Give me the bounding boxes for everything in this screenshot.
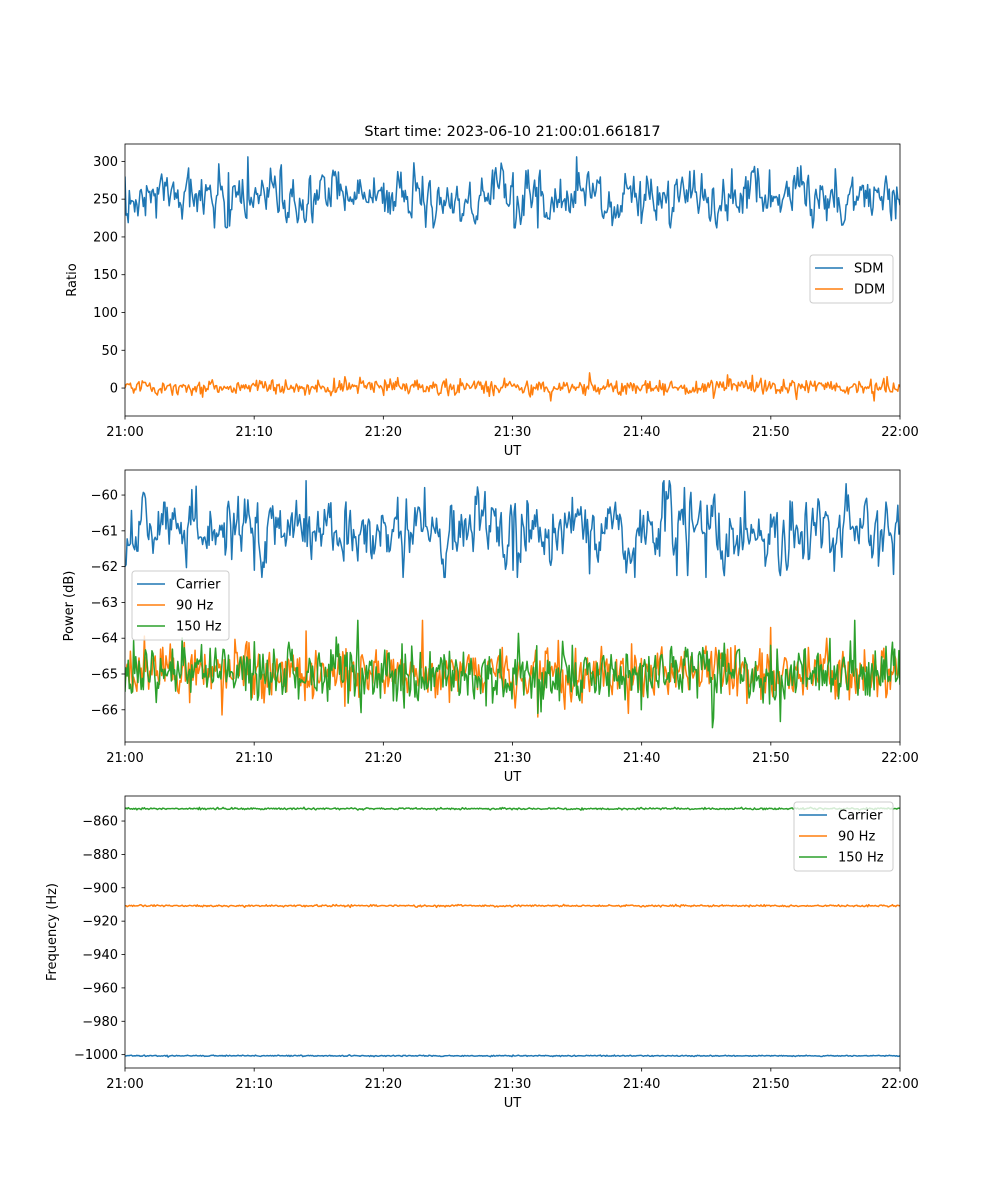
x-tick-label: 21:00 — [106, 751, 143, 766]
x-tick-label: 21:30 — [494, 425, 531, 440]
y-tick-label: −62 — [91, 560, 118, 575]
x-tick-label: 21:50 — [752, 425, 789, 440]
y-tick-label: −900 — [82, 881, 118, 896]
x-tick-label: 21:40 — [623, 751, 660, 766]
series-group — [125, 479, 900, 729]
y-tick-label: 150 — [93, 268, 118, 283]
y-tick-label: −980 — [82, 1015, 118, 1030]
series-line-ddm — [125, 372, 900, 402]
y-tick-label: −61 — [91, 524, 118, 539]
x-tick-label: 21:20 — [365, 751, 402, 766]
x-tick-label: 22:00 — [881, 1077, 918, 1092]
legend-box — [809, 254, 894, 304]
y-tick-label: −920 — [82, 915, 118, 930]
series-line-150-hz — [125, 806, 900, 811]
y-tick-label: −63 — [91, 596, 118, 611]
x-tick-label: 21:00 — [106, 1077, 143, 1092]
x-axis-label: UT — [504, 444, 522, 459]
legend: Carrier 90 Hz 150 Hz — [131, 570, 230, 641]
figure-title: Start time: 2023-06-10 21:00:01.661817 — [364, 124, 660, 140]
legend-entry: Carrier — [838, 809, 883, 824]
legend: Carrier 90 Hz 150 Hz — [793, 801, 894, 872]
y-tick-label: 250 — [93, 193, 118, 208]
y-tick-label: −64 — [91, 632, 118, 647]
chart-panel-3: 21:00 21:10 21:20 21:30 21:40 21:50 22:00 UT −10… — [45, 795, 919, 1111]
y-axis-label: Power (dB) — [62, 571, 77, 642]
x-tick-label: 21:10 — [235, 425, 272, 440]
y-tick-label: 50 — [101, 344, 118, 359]
x-tick-label: 21:30 — [494, 1077, 531, 1092]
plot-frame — [124, 795, 901, 1069]
x-tick-label: 22:00 — [881, 425, 918, 440]
series-line-90-hz — [125, 903, 900, 909]
series-line-150-hz — [125, 619, 900, 729]
legend: SDM DDM — [809, 254, 894, 304]
x-tick-label: 21:40 — [623, 425, 660, 440]
series-line-carrier — [125, 479, 900, 579]
y-tick-label: 300 — [93, 155, 118, 170]
x-tick-label: 21:00 — [106, 425, 143, 440]
y-axis-label: Ratio — [65, 263, 80, 296]
x-tick-label: 21:50 — [752, 751, 789, 766]
series-line-sdm — [125, 156, 900, 229]
y-tick-label: −860 — [82, 815, 118, 830]
plot-frame — [124, 469, 901, 743]
y-tick-label: 0 — [110, 382, 118, 397]
series-group — [125, 806, 900, 1058]
legend-entry: Carrier — [176, 578, 221, 593]
y-tick-label: −960 — [82, 981, 118, 996]
x-tick-label: 21:50 — [752, 1077, 789, 1092]
legend-box — [793, 801, 894, 872]
legend-box — [131, 570, 230, 641]
x-tick-label: 21:20 — [365, 1077, 402, 1092]
y-tick-label: −940 — [82, 948, 118, 963]
y-tick-label: 200 — [93, 230, 118, 245]
y-tick-label: −1000 — [74, 1048, 118, 1063]
legend-entry: 150 Hz — [838, 851, 884, 866]
y-axis-label: Frequency (Hz) — [45, 883, 60, 981]
y-tick-label: −65 — [91, 668, 118, 683]
x-tick-label: 22:00 — [881, 751, 918, 766]
x-axis-label: UT — [504, 770, 522, 785]
legend-entry: 150 Hz — [176, 620, 222, 635]
y-tick-label: −880 — [82, 848, 118, 863]
series-line-carrier — [125, 1054, 900, 1058]
x-tick-label: 21:10 — [235, 1077, 272, 1092]
x-tick-label: 21:40 — [623, 1077, 660, 1092]
legend-entry: DDM — [854, 283, 885, 298]
legend-entry: 90 Hz — [838, 830, 875, 845]
y-tick-label: −60 — [91, 489, 118, 504]
legend-entry: 90 Hz — [176, 599, 213, 614]
chart-panel-1: 21:00 21:10 21:20 21:30 21:40 21:50 22:00 UT 0 50… — [65, 143, 919, 459]
x-axis-label: UT — [504, 1096, 522, 1111]
y-tick-label: 100 — [93, 306, 118, 321]
x-tick-label: 21:30 — [494, 751, 531, 766]
x-tick-label: 21:10 — [235, 751, 272, 766]
legend-entry: SDM — [854, 262, 883, 277]
y-tick-label: −66 — [91, 703, 118, 718]
series-group — [125, 156, 900, 402]
chart-panel-2: 21:00 21:10 21:20 21:30 21:40 21:50 22:00 UT −66… — [62, 469, 919, 785]
x-tick-label: 21:20 — [365, 425, 402, 440]
